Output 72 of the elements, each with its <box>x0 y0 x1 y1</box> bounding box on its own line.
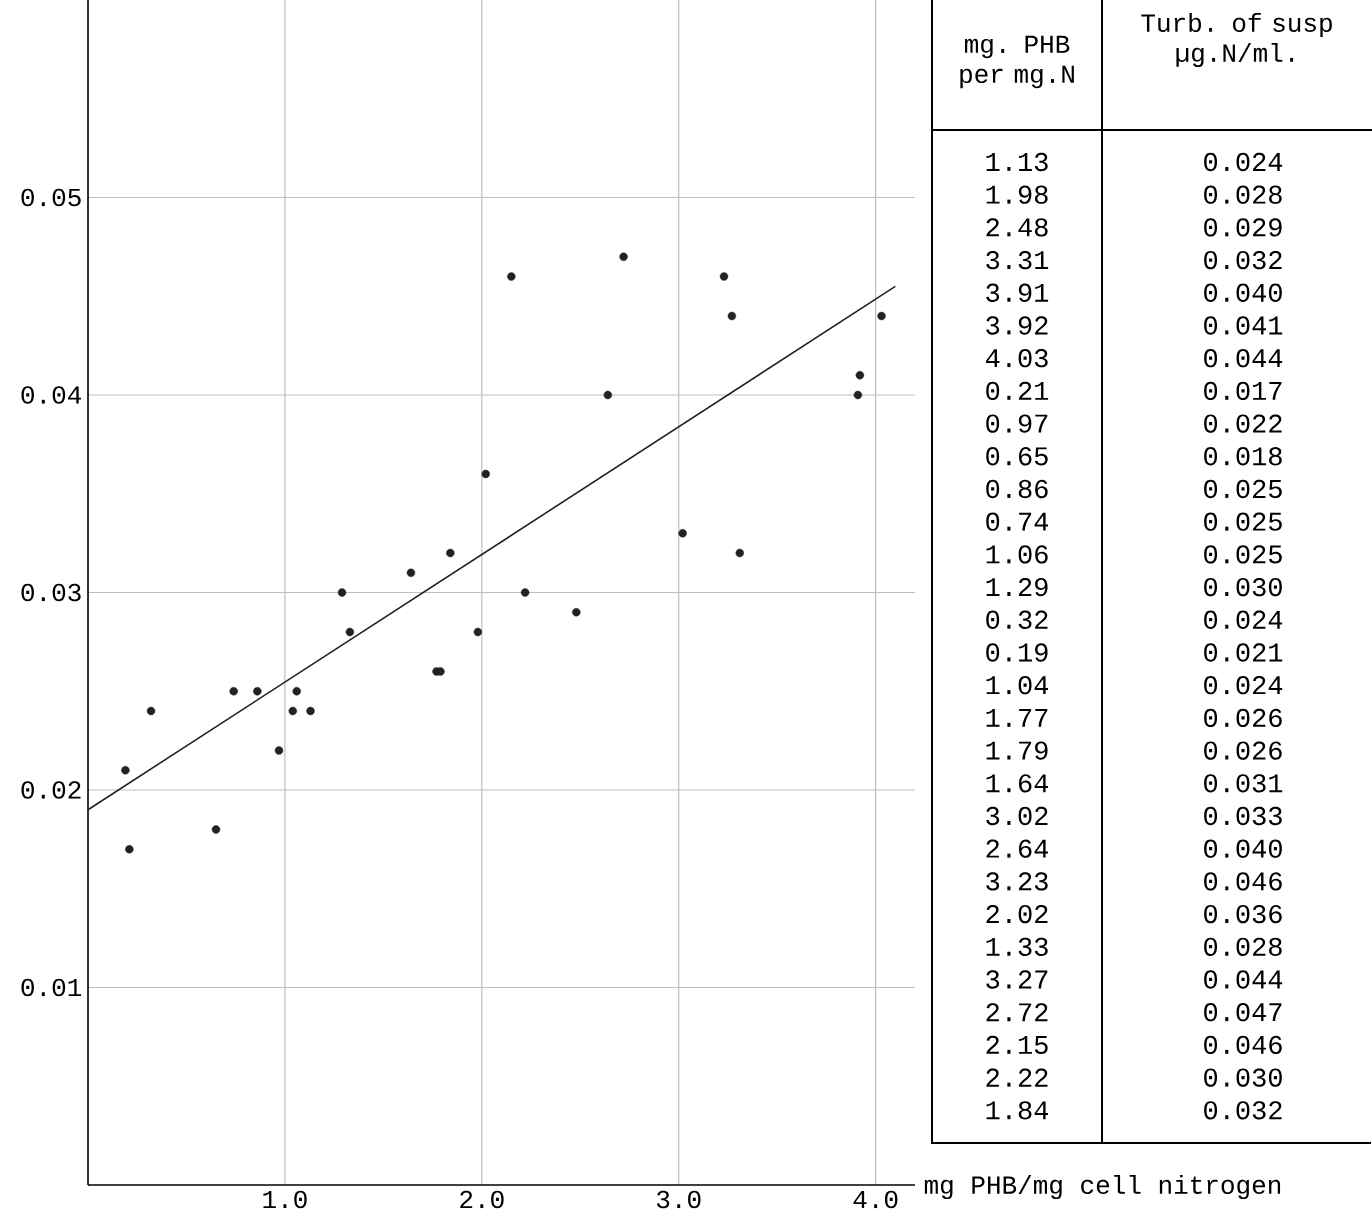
text: 0.19 <box>986 643 1048 662</box>
text: 0.86 <box>986 479 1048 499</box>
text: 0.026 <box>1204 708 1282 728</box>
text: 1.64 <box>986 774 1049 793</box>
text: 0.044 <box>1204 970 1283 989</box>
y-tick-label: 0.01 <box>21 978 82 997</box>
text: 0.028 <box>1204 937 1282 956</box>
text: 0.031 <box>1204 774 1283 793</box>
text: 0.040 <box>1204 283 1282 302</box>
text: 0.025 <box>1204 512 1282 531</box>
text: 0.028 <box>1204 185 1282 204</box>
text: 2.15 <box>986 1035 1048 1055</box>
text: 2.48 <box>986 218 1048 237</box>
text: 0.32 <box>986 610 1048 629</box>
x-tick-label: 2.0 <box>460 1190 504 1209</box>
y-tick-label: 0.02 <box>21 781 81 799</box>
text: 4.03 <box>985 349 1048 368</box>
text: 0.036 <box>1204 904 1282 924</box>
text: 0.74 <box>986 512 1049 531</box>
text: 3.92 <box>986 316 1048 335</box>
text: 1.04 <box>986 676 1049 695</box>
text: mg. PHB per mg.N <box>960 35 1074 89</box>
text: 0.025 <box>1204 479 1282 499</box>
text: 3.91 <box>986 283 1049 302</box>
text: 2.72 <box>986 1003 1048 1022</box>
text: 0.026 <box>1204 741 1282 760</box>
text: 0.024 <box>1204 610 1283 629</box>
text: 2.02 <box>986 904 1048 924</box>
text: 1.33 <box>986 937 1048 956</box>
x-tick-label: 4.0 <box>853 1190 898 1209</box>
text: 0.021 <box>1204 643 1283 662</box>
text: 1.79 <box>986 741 1048 760</box>
text: 1.13 <box>986 152 1048 172</box>
text: 0.041 <box>1204 316 1283 335</box>
y-tick-label: 0.05 <box>21 188 81 207</box>
text: 1.29 <box>986 577 1048 597</box>
y-tick-label: 0.04 <box>21 386 82 404</box>
text: 0.030 <box>1204 577 1282 597</box>
text: 3.02 <box>986 806 1048 826</box>
text: 0.033 <box>1204 806 1282 826</box>
text: 0.030 <box>1204 1068 1282 1087</box>
text: 0.024 <box>1204 152 1283 172</box>
text: 0.024 <box>1204 676 1283 695</box>
text: 0.040 <box>1204 839 1282 858</box>
text: 1.98 <box>986 185 1048 204</box>
text: 0.029 <box>1204 218 1282 237</box>
text: 0.017 <box>1204 381 1282 401</box>
text: 0.022 <box>1204 414 1282 433</box>
text: Turb. of susp µg.N/ml. <box>1141 12 1332 68</box>
text: 0.046 <box>1204 1035 1282 1055</box>
text: 0.018 <box>1204 447 1282 466</box>
text: 1.06 <box>986 545 1048 564</box>
text: 3.27 <box>986 970 1048 989</box>
text: 0.21 <box>986 381 1049 401</box>
text: 3.23 <box>986 872 1048 891</box>
text: 0.047 <box>1204 1003 1282 1022</box>
text: 2.22 <box>986 1068 1048 1087</box>
text: 0.032 <box>1204 250 1282 270</box>
text: 0.025 <box>1204 545 1282 564</box>
text: 0.65 <box>986 447 1048 466</box>
text: 1.77 <box>986 709 1048 727</box>
text: 0.046 <box>1204 872 1282 891</box>
x-tick-label: 3.0 <box>656 1190 701 1209</box>
text: 2.64 <box>986 839 1049 858</box>
x-axis-title: mg PHB/mg cell nitrogen <box>924 1174 1281 1200</box>
text: 1.84 <box>986 1101 1049 1120</box>
text: 3.31 <box>986 250 1049 270</box>
text: 0.032 <box>1204 1101 1282 1120</box>
text: 0.97 <box>986 414 1048 433</box>
y-tick-label: 0.03 <box>21 583 81 602</box>
text: 0.044 <box>1204 349 1283 368</box>
x-tick-label: 1.0 <box>263 1190 307 1209</box>
